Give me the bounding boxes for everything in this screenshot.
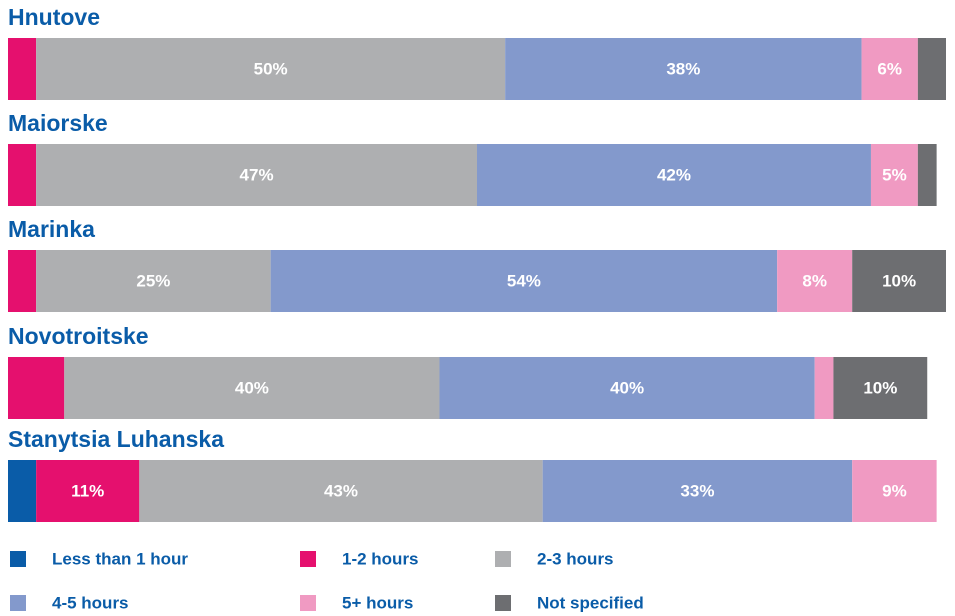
value-label: 50% [254, 59, 288, 78]
value-label: 42% [657, 165, 691, 184]
value-label: 6% [877, 59, 902, 78]
category-title: Maiorske [8, 110, 108, 136]
bar-segment [917, 144, 937, 206]
bar-segment [36, 38, 506, 100]
bar-segment [542, 460, 853, 522]
bar-segment [139, 460, 543, 522]
bar-segment [505, 38, 862, 100]
value-label: 33% [680, 481, 714, 500]
value-label: 9% [882, 481, 907, 500]
bar-segment [270, 250, 778, 312]
legend-swatch [300, 551, 316, 567]
bar-segment [36, 250, 271, 312]
legend-swatch [300, 595, 316, 611]
value-label: 38% [666, 59, 700, 78]
value-label: 47% [240, 165, 274, 184]
bar-segment [64, 357, 440, 419]
legend-swatch [10, 551, 26, 567]
category-title: Stanytsia Luhanska [8, 426, 224, 452]
value-label: 40% [235, 378, 269, 397]
bar-segment [36, 460, 140, 522]
legend-label: 4-5 hours [52, 593, 129, 612]
bar-segment [8, 250, 37, 312]
value-label: 10% [863, 378, 897, 397]
value-label: 40% [610, 378, 644, 397]
legend-label: Not specified [537, 593, 644, 612]
legend-label: 1-2 hours [342, 549, 419, 568]
value-label: 43% [324, 481, 358, 500]
bar-segment [8, 144, 37, 206]
bar-segment [852, 250, 946, 312]
value-label: 10% [882, 271, 916, 290]
value-label: 11% [71, 481, 104, 500]
bar-segment [477, 144, 871, 206]
legend-swatch [495, 551, 511, 567]
value-label: 5% [882, 165, 907, 184]
bar-segment [852, 460, 937, 522]
bar-segment [36, 144, 477, 206]
legend-label: 2-3 hours [537, 549, 614, 568]
legend-swatch [495, 595, 511, 611]
bar-segment [777, 250, 853, 312]
legend-label: 5+ hours [342, 593, 413, 612]
legend-swatch [10, 595, 26, 611]
value-label: 25% [136, 271, 170, 290]
category-title: Marinka [8, 216, 95, 242]
category-title: Novotroitske [8, 323, 149, 349]
value-label: 54% [507, 271, 541, 290]
bar-segment [814, 357, 834, 419]
legend-label: Less than 1 hour [52, 549, 188, 568]
bar-segment [833, 357, 928, 419]
category-title: Hnutove [8, 4, 100, 30]
bar-segment [8, 38, 37, 100]
bar-segment [8, 357, 65, 419]
bar-segment [8, 460, 37, 522]
bar-segment [870, 144, 918, 206]
bar-segment [861, 38, 918, 100]
value-label: 8% [802, 271, 827, 290]
bar-segment [917, 38, 946, 100]
bar-segment [439, 357, 815, 419]
